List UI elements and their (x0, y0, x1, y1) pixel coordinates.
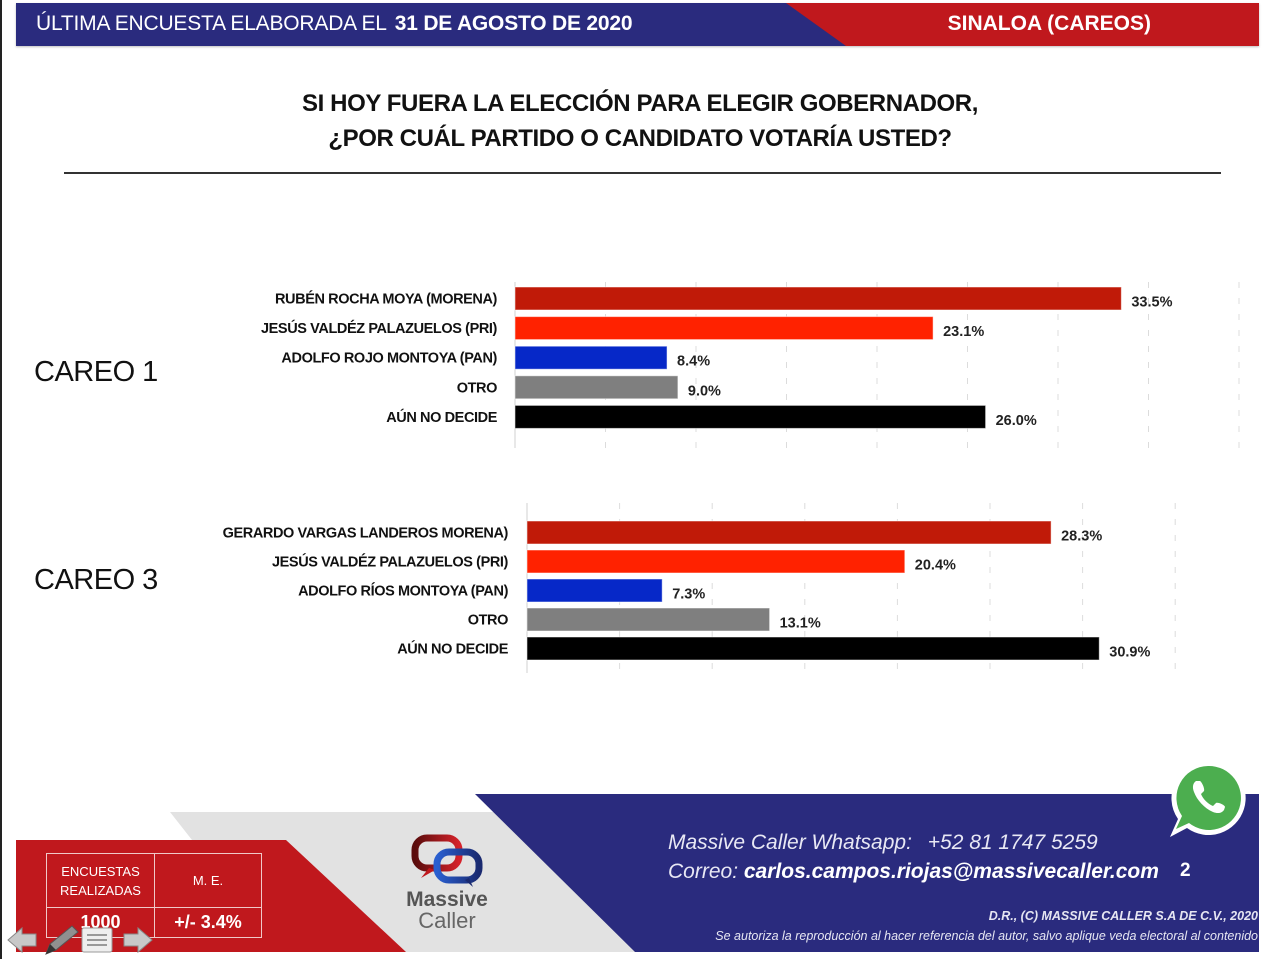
survey-date: 31 DE AGOSTO DE 2020 (394, 12, 633, 35)
disclaimer-text: Se autoriza la reproducción al hacer ref… (715, 929, 1258, 943)
careo-3-label: CAREO 3 (34, 564, 158, 596)
bar (526, 636, 1100, 661)
bar (526, 520, 1052, 545)
survey-date-prefix: ÚLTIMA ENCUESTA ELABORADA EL (36, 12, 387, 35)
question-line-2: ¿POR CUÁL PARTIDO O CANDIDATO VOTARÍA US… (328, 125, 952, 152)
question-title: SI HOY FUERA LA ELECCIÓN PARA ELEGIR GOB… (0, 86, 1280, 156)
value-label: 30.9% (1109, 645, 1150, 661)
category-label: AÚN NO DECIDE (386, 408, 498, 426)
logo-text-line-2: Caller (418, 908, 476, 933)
bar (526, 549, 906, 574)
bar (514, 375, 679, 400)
survey-date-text: ÚLTIMA ENCUESTA ELABORADA EL 31 DE AGOSTO… (36, 12, 633, 36)
bar (526, 607, 771, 632)
slide-edge (0, 0, 2, 959)
bar (514, 404, 987, 429)
category-label: RUBÉN ROCHA MOYA (MORENA) (275, 291, 498, 308)
category-label: AÚN NO DECIDE (397, 640, 509, 658)
value-label: 13.1% (780, 616, 821, 632)
category-label: JESÚS VALDÉZ PALAZUELOS (PRI) (272, 553, 509, 571)
whatsapp-icon (1170, 760, 1246, 837)
menu-icon[interactable] (81, 927, 113, 953)
email-contact: Correo: carlos.campos.riojas@massivecall… (668, 860, 1159, 884)
region-title: SINALOA (CAREOS) (947, 12, 1151, 35)
title-divider (64, 172, 1221, 174)
value-label: 7.3% (672, 587, 705, 603)
margin-error-header: M. E. (154, 853, 262, 908)
page-number: 2 (1180, 860, 1191, 881)
category-label: GERARDO VARGAS LANDEROS MORENA) (223, 526, 509, 542)
value-label: 23.1% (943, 324, 984, 340)
email-address[interactable]: carlos.campos.riojas@massivecaller.com (743, 860, 1159, 883)
arrow-right-icon[interactable] (123, 926, 153, 954)
value-label: 8.4% (677, 354, 710, 370)
whatsapp-contact: Massive Caller Whatsapp: +52 81 1747 525… (668, 831, 1098, 855)
surveys-header: ENCUESTAS REALIZADAS (46, 853, 155, 908)
chat-bubbles-logo-icon (411, 834, 483, 887)
bar (526, 578, 663, 603)
category-label: ADOLFO ROJO MONTOYA (PAN) (281, 351, 497, 367)
bar (514, 345, 668, 370)
margin-error-value: +/- 3.4% (154, 907, 262, 938)
category-label: OTRO (457, 380, 497, 396)
whatsapp-number: +52 81 1747 5259 (927, 831, 1098, 854)
logo-text-line-1: Massive (406, 888, 488, 911)
pen-icon[interactable] (45, 925, 79, 955)
header-banner: ÚLTIMA ENCUESTA ELABORADA EL 31 DE AGOSTO… (16, 3, 1259, 46)
arrow-left-icon[interactable] (7, 926, 37, 954)
bar (514, 316, 934, 341)
value-label: 20.4% (915, 558, 956, 574)
value-label: 28.3% (1061, 529, 1102, 545)
copyright-text: D.R., (C) MASSIVE CALLER S.A DE C.V., 20… (988, 909, 1258, 923)
category-label: ADOLFO RÍOS MONTOYA (PAN) (298, 583, 508, 600)
bar (514, 286, 1122, 311)
category-label: JESÚS VALDÉZ PALAZUELOS (PRI) (261, 319, 498, 337)
email-label: Correo: (668, 860, 739, 883)
category-label: OTRO (468, 613, 508, 629)
slide-nav-controls (7, 925, 153, 955)
survey-stats-table: ENCUESTAS REALIZADAS M. E. 1000 +/- 3.4% (46, 853, 262, 938)
value-label: 9.0% (688, 383, 721, 399)
careo-1-label: CAREO 1 (34, 356, 158, 388)
value-label: 26.0% (996, 413, 1037, 429)
whatsapp-label: Massive Caller Whatsapp: (668, 831, 912, 854)
header-banner-blue-section (16, 3, 846, 46)
massive-caller-logo: Massive Caller (395, 832, 499, 942)
question-line-1: SI HOY FUERA LA ELECCIÓN PARA ELEGIR GOB… (302, 90, 978, 117)
value-label: 33.5% (1131, 295, 1172, 311)
